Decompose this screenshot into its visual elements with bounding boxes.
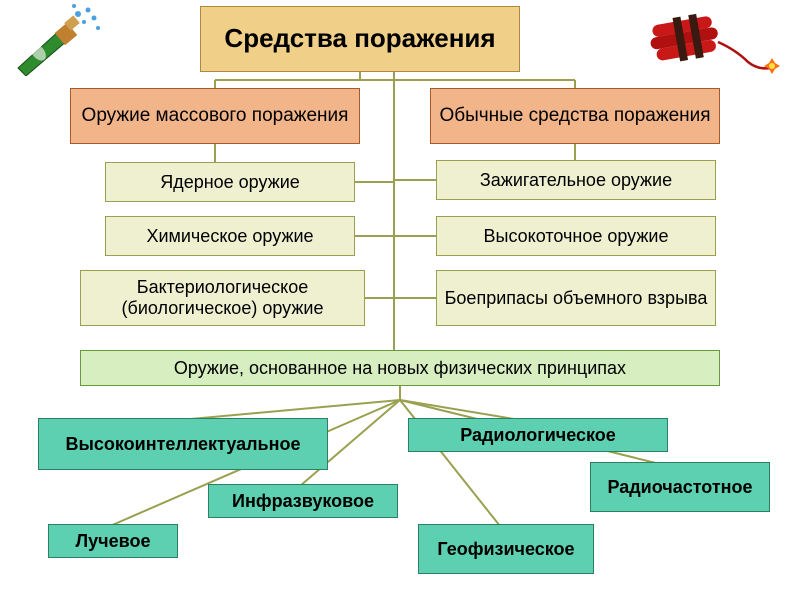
- newp-item-3: Радиочастотное: [590, 462, 770, 512]
- newp-item-4: Лучевое: [48, 524, 178, 558]
- right-item-1: Высокоточное оружие: [436, 216, 716, 256]
- newp-item-5: Геофизическое: [418, 524, 594, 574]
- right-header: Обычные средства поражения: [430, 88, 720, 144]
- newp-item-4-label: Лучевое: [76, 531, 151, 552]
- left-item-1: Химическое оружие: [105, 216, 355, 256]
- left-item-0: Ядерное оружие: [105, 162, 355, 202]
- newp-header-label: Оружие, основанное на новых физических п…: [174, 358, 626, 379]
- newp-item-2-label: Инфразвуковое: [232, 491, 374, 512]
- newp-item-0-label: Высокоинтеллектуальное: [66, 434, 301, 455]
- newp-item-1: Радиологическое: [408, 418, 668, 452]
- bottle-icon: [8, 0, 104, 76]
- right-item-0-label: Зажигательное оружие: [480, 170, 672, 191]
- dynamite-icon: [636, 2, 786, 82]
- left-item-1-label: Химическое оружие: [146, 226, 313, 247]
- newp-item-5-label: Геофизическое: [437, 539, 574, 560]
- left-header-label: Оружие массового поражения: [82, 105, 349, 127]
- right-header-label: Обычные средства поражения: [439, 105, 710, 127]
- left-item-2: Бактериологическое (биологическое) оружи…: [80, 270, 365, 326]
- newp-item-0: Высокоинтеллектуальное: [38, 418, 328, 470]
- right-item-1-label: Высокоточное оружие: [484, 226, 669, 247]
- title-box-label: Средства поражения: [224, 24, 495, 54]
- right-item-2: Боеприпасы объемного взрыва: [436, 270, 716, 326]
- newp-item-1-label: Радиологическое: [460, 425, 616, 446]
- newp-item-2: Инфразвуковое: [208, 484, 398, 518]
- left-item-2-label: Бактериологическое (биологическое) оружи…: [87, 277, 358, 318]
- left-header: Оружие массового поражения: [70, 88, 360, 144]
- right-item-0: Зажигательное оружие: [436, 160, 716, 200]
- newp-item-3-label: Радиочастотное: [607, 477, 752, 498]
- title-box: Средства поражения: [200, 6, 520, 72]
- newp-header: Оружие, основанное на новых физических п…: [80, 350, 720, 386]
- left-item-0-label: Ядерное оружие: [160, 172, 300, 193]
- right-item-2-label: Боеприпасы объемного взрыва: [445, 288, 708, 309]
